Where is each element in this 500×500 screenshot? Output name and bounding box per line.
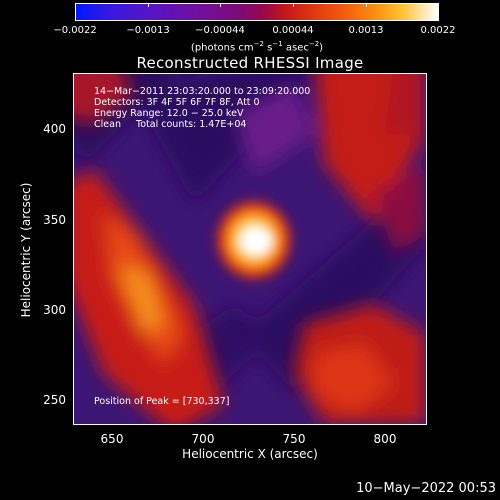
positive-bands	[74, 74, 426, 424]
colorbar-tick-label: −0.00044	[195, 25, 245, 36]
colorbar-tick	[220, 3, 221, 7]
x-tick-label: 700	[191, 432, 215, 446]
colorbar	[75, 3, 439, 21]
image-title: Reconstructed RHESSI Image	[136, 54, 364, 72]
info-time-range: 14−Mar−2011 23:03:20.000 to 23:09:20.000	[94, 86, 311, 97]
colorbar-tick-label: 0.00044	[272, 25, 314, 36]
colorbar-units-text: )	[319, 42, 324, 54]
y-tick-label: 300	[43, 303, 66, 317]
rhessi-image-plot: 14−Mar−2011 23:03:20.000 to 23:09:20.000…	[73, 73, 427, 425]
colorbar-tick	[366, 3, 367, 7]
info-energy-range: Energy Range: 12.0 − 25.0 keV	[94, 108, 244, 119]
info-detectors: Detectors: 3F 4F 5F 6F 7F 8F, Att 0	[94, 97, 260, 108]
colorbar-units-text: asec	[282, 42, 309, 54]
rhessi-image-map	[74, 74, 426, 424]
x-tick-label: 750	[282, 432, 306, 446]
colorbar-tick-label: −0.0013	[126, 25, 170, 36]
y-tick-label: 350	[43, 213, 66, 227]
colorbar-units-exp: −2	[253, 40, 264, 48]
colorbar-units: (photons cm−2 s−1 asec−2)	[191, 40, 323, 53]
colorbar-units-text: (photons cm	[190, 42, 254, 54]
colorbar-tick	[293, 3, 294, 7]
x-tick-label: 800	[373, 432, 397, 446]
x-tick-label: 650	[100, 432, 124, 446]
info-method-counts: Clean Total counts: 1.47E+04	[94, 119, 247, 130]
colorbar-tick	[438, 3, 439, 7]
colorbar-tick	[75, 3, 76, 7]
plot-timestamp: 10−May−2022 00:53	[356, 481, 496, 496]
y-tick-label: 400	[43, 122, 66, 136]
y-axis-label: Heliocentric Y (arcsec)	[19, 182, 33, 318]
colorbar-tick-label: 0.0013	[348, 25, 384, 36]
y-tick-label: 250	[43, 393, 66, 407]
colorbar-tick	[148, 3, 149, 7]
colorbar-tick-label: 0.0022	[420, 25, 456, 36]
colorbar-units-text: s	[263, 42, 273, 54]
colorbar-units-exp: −2	[308, 40, 320, 48]
peak-source	[212, 196, 296, 284]
colorbar-tick-label: −0.0022	[53, 25, 97, 36]
colorbar-units-exp: −1	[272, 40, 283, 48]
peak-position-label: Position of Peak = [730,337]	[94, 396, 230, 407]
x-axis-label: Heliocentric X (arcsec)	[182, 447, 318, 461]
